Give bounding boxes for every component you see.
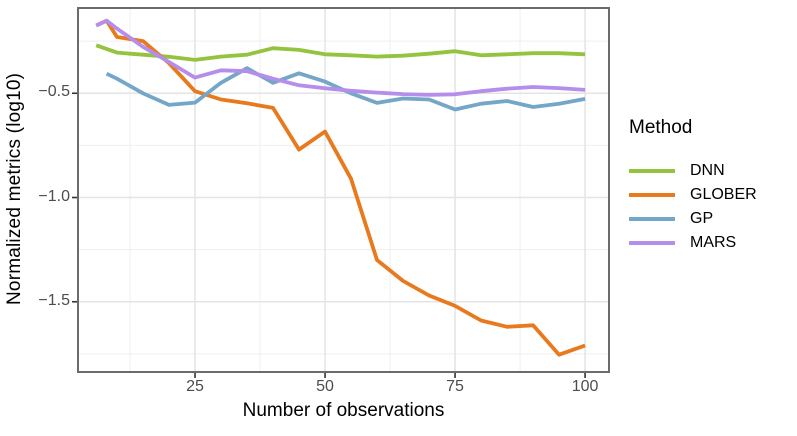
x-tick-label: 50	[316, 378, 334, 395]
legend-item-mars: MARS	[629, 231, 757, 255]
y-tick-label: −1.0	[38, 187, 70, 205]
series-line-glober	[95, 18, 586, 357]
series-line-gp	[105, 66, 586, 112]
legend-item-dnn: DNN	[629, 159, 757, 183]
legend-items: DNN GLOBER GP MARS	[629, 159, 757, 255]
legend-key-line	[629, 241, 675, 245]
legend-item-gp: GP	[629, 207, 757, 231]
x-tick-label: 100	[571, 378, 599, 395]
x-axis-title: Number of observations	[242, 400, 445, 421]
legend-item-glober: GLOBER	[629, 183, 757, 207]
legend-label: MARS	[690, 234, 737, 251]
legend-label: GP	[690, 210, 714, 227]
panel-background	[78, 8, 609, 372]
x-tick-label: 75	[446, 378, 464, 395]
panel-border	[77, 7, 610, 373]
legend-label: GLOBER	[690, 186, 757, 203]
legend-key-line	[629, 169, 675, 173]
legend-key-line	[629, 217, 675, 221]
series-line-mars	[95, 18, 586, 97]
y-tick-label: −1.5	[38, 291, 70, 309]
x-tick-label: 25	[186, 378, 204, 395]
legend: Method DNN GLOBER GP MARS	[629, 117, 757, 255]
legend-label: DNN	[690, 162, 725, 179]
y-tick-label: −0.5	[38, 83, 70, 101]
series-line-dnn	[95, 43, 586, 62]
legend-key-line	[629, 193, 675, 197]
legend-title: Method	[629, 117, 693, 138]
